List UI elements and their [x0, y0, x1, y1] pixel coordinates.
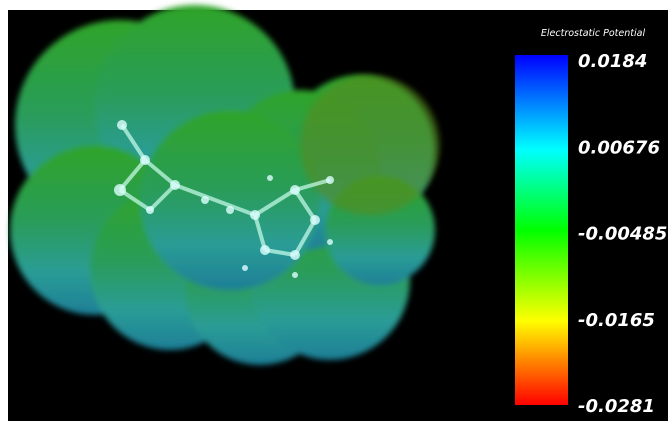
colorbar-tick-label: -0.00485	[578, 224, 667, 245]
colorbar-tick-label: 0.0184	[578, 51, 647, 72]
colorbar-tick-label: -0.0165	[578, 310, 655, 331]
surface-highlight	[300, 75, 440, 215]
colorbar-tick-label: -0.0281	[578, 396, 655, 417]
scene: Electrostatic Potential 0.0184 0.00676 -0.…	[0, 0, 668, 421]
page: Electrostatic Potential 0.0184 0.00676 -0.…	[0, 0, 668, 421]
colorbar-tick-label: 0.00676	[578, 137, 660, 158]
colorbar-title: Electrostatic Potential	[541, 28, 646, 39]
colorbar	[515, 55, 568, 405]
